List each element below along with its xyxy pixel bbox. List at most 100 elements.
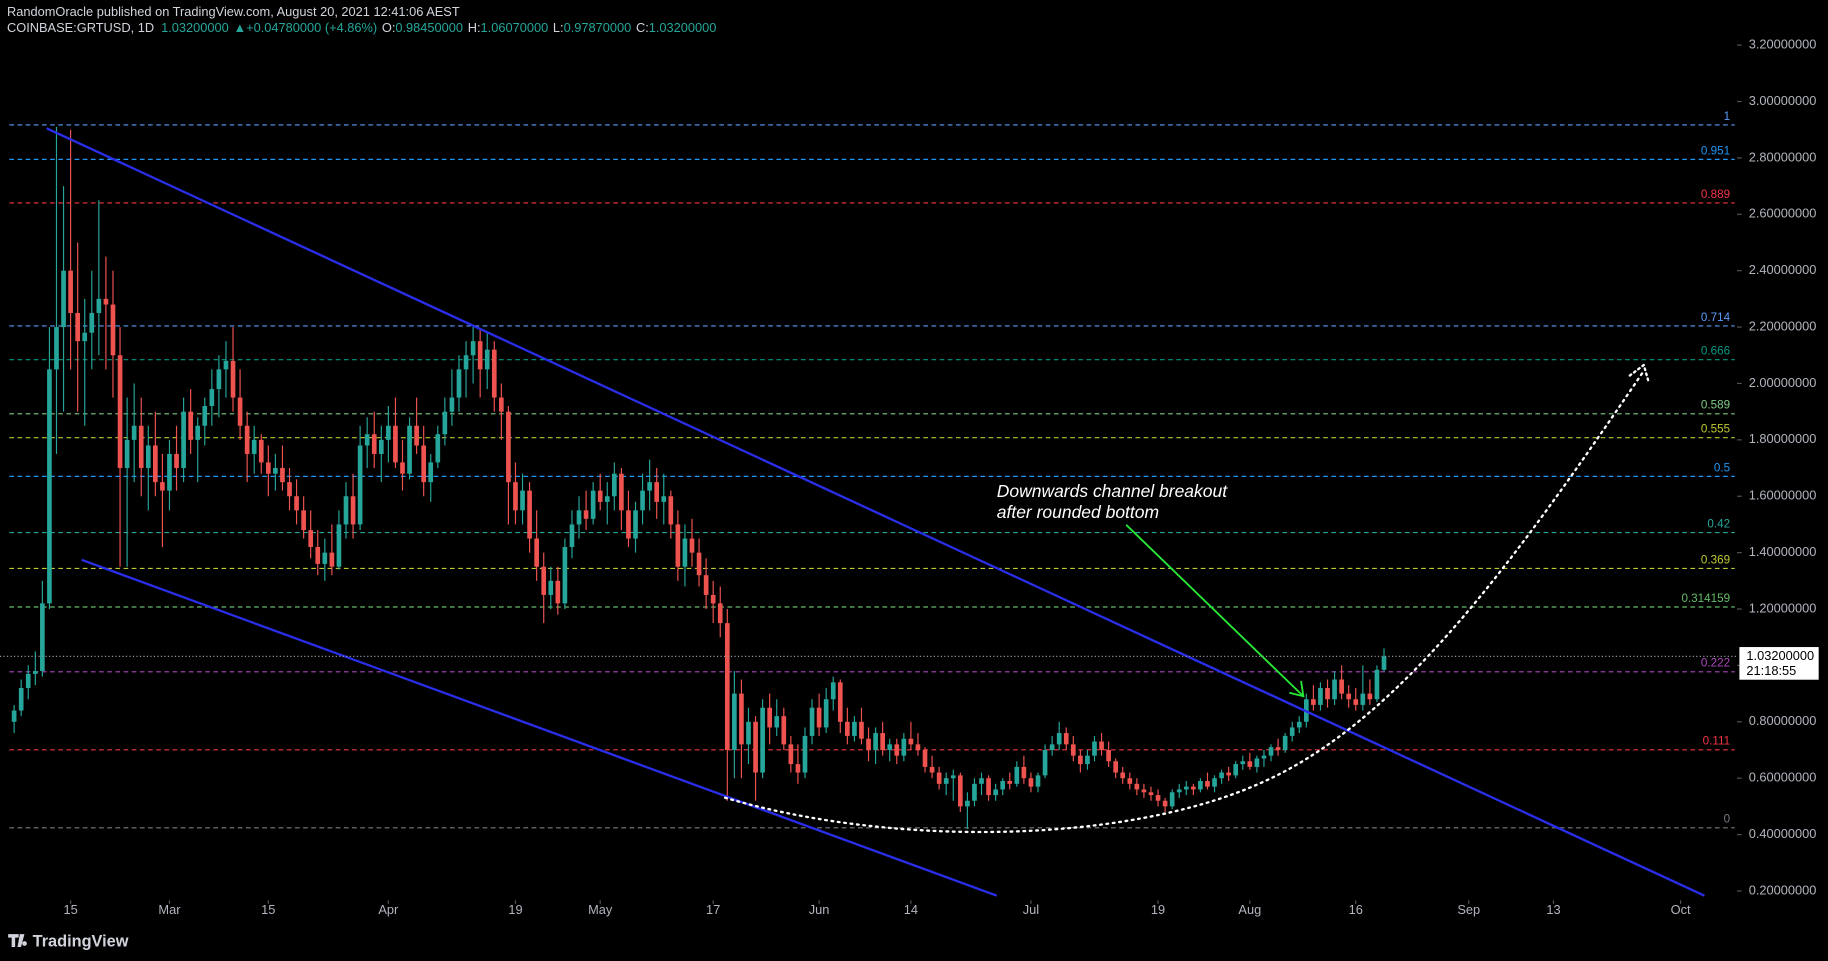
- candle-body: [322, 552, 328, 564]
- candle-body: [265, 462, 271, 474]
- y-tick-label: 2.20000000: [1749, 318, 1817, 333]
- candle-body: [753, 721, 758, 773]
- candle-body: [590, 490, 596, 519]
- candle-body: [47, 369, 52, 604]
- x-tick-label: 19: [508, 902, 522, 917]
- candle-body: [301, 510, 306, 531]
- candle-body: [237, 397, 243, 426]
- last: 1.03200000: [161, 21, 229, 36]
- candle-body: [1007, 781, 1013, 784]
- y-tick-label: 3.20000000: [1749, 37, 1817, 52]
- fib-label: 0: [1724, 813, 1731, 826]
- fib-label: 1: [1724, 110, 1730, 123]
- candle-body: [908, 738, 914, 745]
- candle-body: [1127, 778, 1133, 784]
- candle-body: [887, 744, 893, 750]
- candle-body: [1049, 744, 1055, 750]
- candle-body: [830, 682, 836, 700]
- candle-body: [929, 766, 935, 773]
- candle-body: [1212, 778, 1217, 787]
- candle-body: [724, 623, 730, 750]
- x-tick-label: 15: [63, 902, 77, 917]
- candle-body: [809, 707, 815, 736]
- candle-body: [167, 453, 172, 491]
- candle-body: [131, 425, 137, 440]
- fib-label: 0.222: [1701, 657, 1730, 670]
- candle-body: [604, 496, 610, 502]
- candle-body: [1169, 792, 1175, 807]
- candle-body: [979, 778, 984, 784]
- annotation-line: Downwards channel breakout: [997, 481, 1228, 501]
- candle-body: [181, 411, 186, 469]
- candle-body: [1325, 687, 1330, 700]
- candle-body: [160, 482, 165, 491]
- candle-body: [1042, 749, 1048, 776]
- candle-body: [1035, 775, 1041, 787]
- candle-body: [710, 594, 716, 604]
- x-tick-label: 14: [904, 902, 918, 917]
- y-tick-label: 1.20000000: [1749, 600, 1817, 615]
- ohlc-key: C:: [636, 21, 649, 36]
- candle-body: [477, 341, 483, 370]
- candle-body: [336, 524, 342, 567]
- candle-body: [915, 744, 921, 750]
- candle-body: [1296, 721, 1302, 728]
- candle-body: [1367, 693, 1373, 700]
- x-tick-label: Oct: [1671, 902, 1691, 917]
- x-tick-label: Jun: [809, 902, 830, 917]
- candle-body: [1028, 778, 1034, 787]
- candle-body: [626, 510, 631, 539]
- candle-body: [520, 490, 525, 511]
- candle-body: [894, 744, 900, 756]
- candle-body: [68, 270, 73, 313]
- logo[interactable]: TradingView: [33, 933, 129, 951]
- y-tick-label: 1.40000000: [1749, 544, 1817, 559]
- candle-body: [1261, 755, 1267, 759]
- fib-label: 0.889: [1701, 188, 1730, 201]
- candle-body: [1000, 781, 1006, 790]
- candle-body: [329, 552, 335, 567]
- candle-body: [1191, 786, 1196, 790]
- candle-body: [781, 716, 787, 745]
- candle-body: [378, 439, 384, 454]
- fib-label: 0.951: [1701, 144, 1730, 157]
- x-tick-label: Aug: [1238, 902, 1261, 917]
- candle-body: [689, 538, 695, 553]
- candle-body: [859, 721, 864, 739]
- candle-body: [1219, 772, 1224, 779]
- candle-body: [209, 389, 215, 407]
- x-tick-label: Jul: [1023, 902, 1039, 917]
- candle-body: [145, 445, 151, 469]
- candle-body: [922, 749, 928, 767]
- candle-body: [1282, 735, 1288, 750]
- candle-body: [273, 468, 278, 474]
- candle-body: [957, 775, 963, 807]
- candle-body: [287, 482, 292, 497]
- candle-body: [633, 510, 638, 539]
- fib-label: 0.42: [1707, 518, 1730, 531]
- candle-body: [1141, 789, 1147, 793]
- candle-body: [1275, 747, 1281, 750]
- candle-body: [767, 707, 773, 728]
- candle-body: [936, 772, 942, 784]
- candle-body: [188, 411, 193, 440]
- candle-body: [40, 603, 45, 672]
- candle-body: [407, 425, 412, 474]
- candle-body: [1311, 699, 1316, 705]
- candle-body: [972, 783, 977, 801]
- candle-body: [195, 425, 201, 440]
- candle-body: [866, 738, 871, 750]
- candle-body: [499, 397, 504, 412]
- fib-label: 0.666: [1701, 345, 1730, 358]
- candle-body: [668, 496, 674, 525]
- candle-body: [343, 496, 349, 525]
- candle-body: [484, 349, 490, 370]
- candle-body: [82, 332, 88, 342]
- candle-body: [1134, 783, 1140, 790]
- y-tick-label: 2.00000000: [1749, 375, 1817, 390]
- candle-body: [837, 682, 843, 722]
- candle-body: [1374, 669, 1380, 700]
- candle-body: [527, 490, 532, 539]
- candle-body: [1268, 747, 1274, 756]
